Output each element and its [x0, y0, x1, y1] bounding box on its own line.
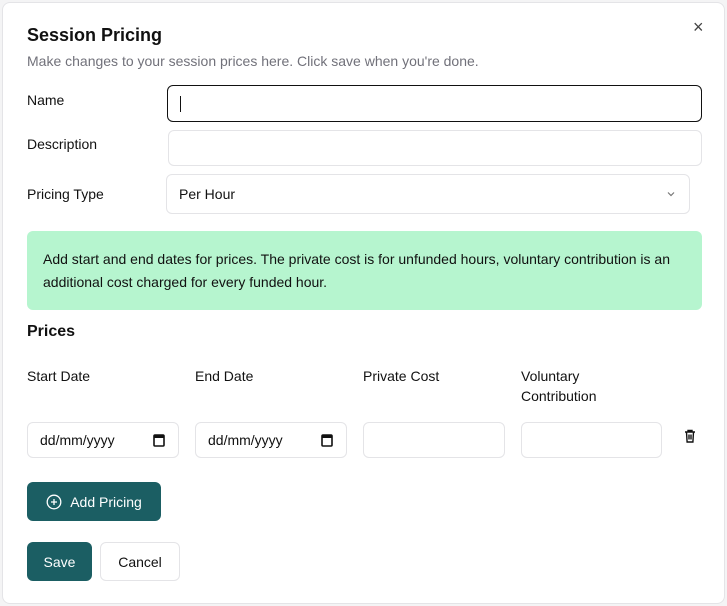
- cancel-button[interactable]: Cancel: [100, 542, 180, 581]
- trash-icon[interactable]: [682, 428, 698, 444]
- calendar-icon[interactable]: [320, 433, 334, 447]
- name-input[interactable]: [167, 85, 702, 122]
- calendar-icon[interactable]: [152, 433, 166, 447]
- name-label: Name: [27, 92, 65, 108]
- private-cost-input[interactable]: [363, 422, 505, 458]
- text-caret: [180, 95, 181, 112]
- dialog-subtitle: Make changes to your session prices here…: [27, 53, 479, 69]
- add-pricing-label: Add Pricing: [70, 493, 142, 510]
- info-banner: Add start and end dates for prices. The …: [27, 231, 702, 310]
- prices-heading: Prices: [27, 323, 76, 340]
- plus-circle-icon: [46, 494, 62, 509]
- pricing-type-select[interactable]: Per Hour: [166, 174, 690, 214]
- column-voluntary-contribution: Voluntary Contribution: [521, 368, 597, 404]
- pricing-type-value: Per Hour: [179, 186, 236, 202]
- end-date-input[interactable]: dd/mm/yyyy: [195, 422, 347, 458]
- close-icon[interactable]: ×: [693, 17, 704, 37]
- end-date-value: dd/mm/yyyy: [208, 432, 283, 448]
- column-end-date: End Date: [195, 368, 254, 384]
- start-date-value: dd/mm/yyyy: [40, 432, 115, 448]
- description-input[interactable]: [168, 130, 702, 166]
- voluntary-contribution-input[interactable]: [521, 422, 662, 458]
- column-private-cost: Private Cost: [363, 368, 440, 384]
- chevron-down-icon: [667, 192, 675, 197]
- dialog-title: Session Pricing: [27, 25, 163, 45]
- pricing-type-label: Pricing Type: [27, 186, 104, 202]
- save-button[interactable]: Save: [27, 542, 92, 581]
- description-label: Description: [27, 136, 98, 152]
- add-pricing-button[interactable]: Add Pricing: [27, 482, 161, 521]
- column-start-date: Start Date: [27, 368, 91, 384]
- start-date-input[interactable]: dd/mm/yyyy: [27, 422, 179, 458]
